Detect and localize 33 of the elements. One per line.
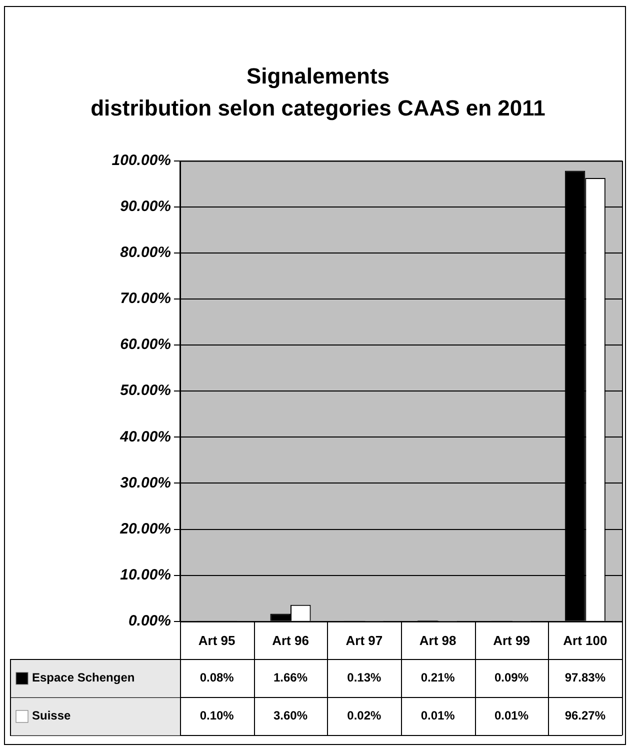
y-tick-label: 40.00% bbox=[119, 428, 171, 446]
data-label: 0.01% bbox=[420, 708, 456, 723]
y-tick-label: 0.00% bbox=[128, 612, 171, 630]
y-tick-label: 90.00% bbox=[120, 198, 171, 215]
chart-subtitle: distribution selon categories CAAS en 2011 bbox=[90, 96, 546, 121]
x-tick-label: Art 97 bbox=[346, 632, 383, 648]
y-tick-label: 70.00% bbox=[120, 290, 171, 308]
y-tick-label: 10.00% bbox=[120, 566, 171, 584]
x-tick-label: Art 96 bbox=[272, 632, 309, 648]
legend-label: Espace Schengen bbox=[32, 670, 135, 685]
data-label: 1.66% bbox=[273, 670, 308, 685]
data-label: 0.09% bbox=[494, 670, 529, 685]
data-label: 3.60% bbox=[273, 708, 308, 723]
data-label: 0.21% bbox=[420, 670, 456, 685]
data-label: 0.01% bbox=[494, 708, 529, 723]
data-label: 0.08% bbox=[200, 670, 234, 685]
y-tick-label: 20.00% bbox=[119, 520, 171, 538]
x-tick-label: Art 99 bbox=[493, 632, 530, 648]
x-tick-label: Art 98 bbox=[419, 632, 456, 648]
chart-title: Signalements bbox=[246, 63, 390, 88]
data-label: 96.27% bbox=[564, 708, 606, 723]
y-tick-label: 30.00% bbox=[120, 474, 171, 492]
legend-label: Suisse bbox=[32, 708, 72, 723]
data-label: 0.02% bbox=[347, 708, 382, 723]
y-tick-label: 80.00% bbox=[120, 244, 171, 262]
x-tick-label: Art 95 bbox=[198, 632, 236, 648]
data-label: 0.10% bbox=[200, 708, 234, 723]
x-tick-label: Art 100 bbox=[563, 632, 608, 648]
y-tick-label: 100.00% bbox=[112, 152, 171, 169]
data-label: 0.13% bbox=[347, 670, 382, 685]
data-label: 97.83% bbox=[564, 670, 606, 685]
y-tick-label: 50.00% bbox=[120, 382, 171, 400]
y-tick-label: 60.00% bbox=[120, 336, 171, 354]
